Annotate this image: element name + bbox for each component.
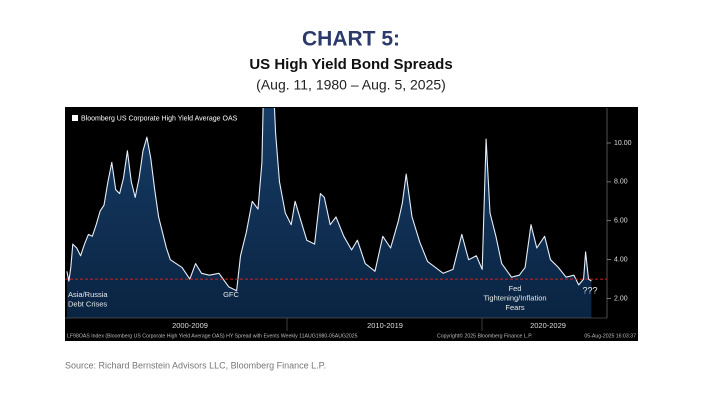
annotation: Fed: [509, 284, 522, 293]
annotation: Asia/Russia: [68, 290, 108, 299]
area: [66, 108, 592, 318]
chart-title: CHART 5:: [302, 28, 400, 51]
y-tick-label: 2.00: [614, 295, 628, 302]
chart-subtitle: US High Yield Bond Spreads: [249, 56, 452, 73]
source: Source: Richard Bernstein Advisors LLC, …: [65, 360, 326, 370]
footer-text: 05-Aug-2025 16:03:37: [584, 333, 636, 339]
legend-label: Bloomberg US Corporate High Yield Averag…: [81, 115, 238, 122]
line: [66, 108, 592, 292]
annotation: ???: [582, 285, 597, 295]
footer-text: LF98OAS Index (Bloomberg US Corporate Hi…: [67, 333, 358, 339]
y-tick-label: 4.00: [614, 257, 628, 264]
annotation: Debt Crises: [68, 299, 107, 308]
period-label: 2010-2019: [367, 321, 403, 330]
y-tick-label: 10.00: [614, 140, 632, 147]
period-label: 2000-2009: [172, 321, 208, 330]
annotation: GFC: [223, 290, 239, 299]
y-tick-label: 6.00: [614, 218, 628, 225]
y-tick-label: 8.00: [614, 179, 628, 186]
plot-area: [66, 108, 592, 318]
annotation: Fears: [505, 303, 524, 312]
legend-swatch: [72, 115, 78, 121]
annotation: Tightening/Inflation: [483, 293, 546, 302]
footer-text: Copyright© 2025 Bloomberg Finance L.P.: [437, 332, 532, 339]
date-range: (Aug. 11, 1980 – Aug. 5, 2025): [256, 77, 446, 93]
period-label: 2020-2029: [530, 321, 566, 330]
